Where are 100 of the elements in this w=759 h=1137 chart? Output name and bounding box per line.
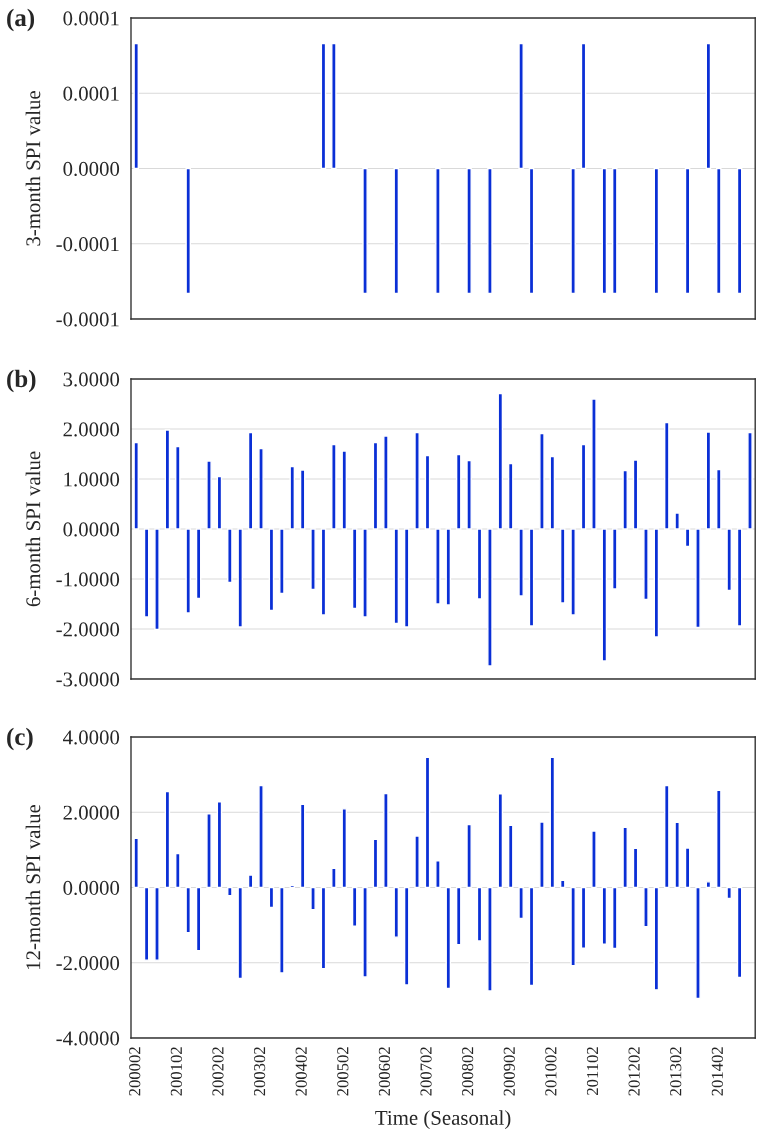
bar [299,803,306,889]
bar [549,756,556,889]
bar [632,459,639,530]
y-tick-label: 0.0000 [63,161,120,177]
y-tick-label: -3.0000 [56,672,120,687]
bar [164,429,171,530]
bar [664,784,670,889]
bar [143,886,150,961]
bar [747,431,753,530]
y-tick-label: 0.0001 [63,86,119,101]
bar [362,886,368,978]
x-tick-label: 200302 [253,1047,266,1096]
bar [528,886,535,987]
chart-title: (a) [7,8,35,32]
bar [175,852,181,889]
bar [195,528,202,600]
bar [133,837,139,889]
bar [289,465,296,530]
bar [466,823,472,889]
bar [580,886,587,949]
y-tick-label: -4.0000 [56,1031,120,1046]
bar [143,528,150,618]
bar [435,528,441,605]
bar [414,431,420,530]
x-tick-label: 200202 [212,1047,224,1096]
bar [414,835,420,889]
x-tick-label: 200902 [503,1047,515,1096]
x-tick-label: 200702 [420,1047,432,1096]
bar [216,801,223,889]
bar [705,881,712,889]
x-tick-label: 201402 [711,1047,723,1096]
x-axis-title: Time (Seasonal) [375,1110,511,1130]
x-tick-label: 200602 [378,1047,391,1096]
x-tick-label: 201002 [545,1047,557,1096]
bar [539,432,545,530]
bar [497,793,504,889]
bar [331,867,337,889]
x-tick-label: 200002 [129,1047,141,1096]
bar [643,528,649,601]
bar [726,528,732,592]
bar [736,528,743,627]
x-tick-label: 200102 [170,1047,182,1096]
bar [424,454,431,530]
bar [164,790,171,889]
x-tick-label: 201102 [586,1047,599,1095]
chart-title: (b) [7,369,36,393]
bar [195,886,202,952]
bar [674,512,680,530]
bar [622,469,628,530]
bar [726,886,732,900]
bar [247,431,254,530]
bar [310,886,316,911]
bar [154,528,160,631]
bar [591,830,597,889]
bar [310,528,316,591]
bar [341,450,348,530]
bar [695,528,701,629]
bar [320,886,327,970]
y-axis-title: 12-month SPI value [25,804,41,969]
bar [466,459,472,530]
bar [445,528,452,606]
bar [362,528,368,618]
bar [664,421,670,530]
bar [487,528,493,667]
bar [383,792,389,889]
y-tick-label: -2.0000 [56,956,120,971]
bar [518,886,524,920]
y-tick-label: 2.0000 [63,422,120,437]
bar [403,886,410,986]
bar [570,528,576,616]
y-axis-title: 3-month SPI value [25,91,41,246]
x-tick-label: 200502 [337,1047,349,1096]
y-tick-label: 3.0000 [63,372,120,387]
x-tick-label: 200802 [462,1047,474,1096]
bar [175,445,181,530]
bar [341,808,348,889]
bar [247,874,254,889]
bar [684,847,691,889]
y-tick-label: 2.0000 [63,805,120,820]
bar [258,447,264,530]
bar [601,886,608,946]
bar [320,528,327,616]
bar [393,528,400,625]
bar [528,528,535,627]
y-tick-label: -1.0000 [56,572,120,587]
bar [487,886,493,992]
bar [424,756,431,889]
y-tick-label: 4.0000 [63,730,120,745]
bar [632,847,639,889]
bar [559,879,566,889]
bar [227,886,233,897]
y-tick-label: -0.0001 [56,312,119,327]
bar [372,441,379,530]
bar [289,884,296,889]
bar [383,435,389,530]
y-axis-title: 6-month SPI value [25,451,41,607]
chart-title: (c) [7,727,33,751]
bar [539,821,545,889]
bar [580,443,587,530]
bar [268,886,275,909]
